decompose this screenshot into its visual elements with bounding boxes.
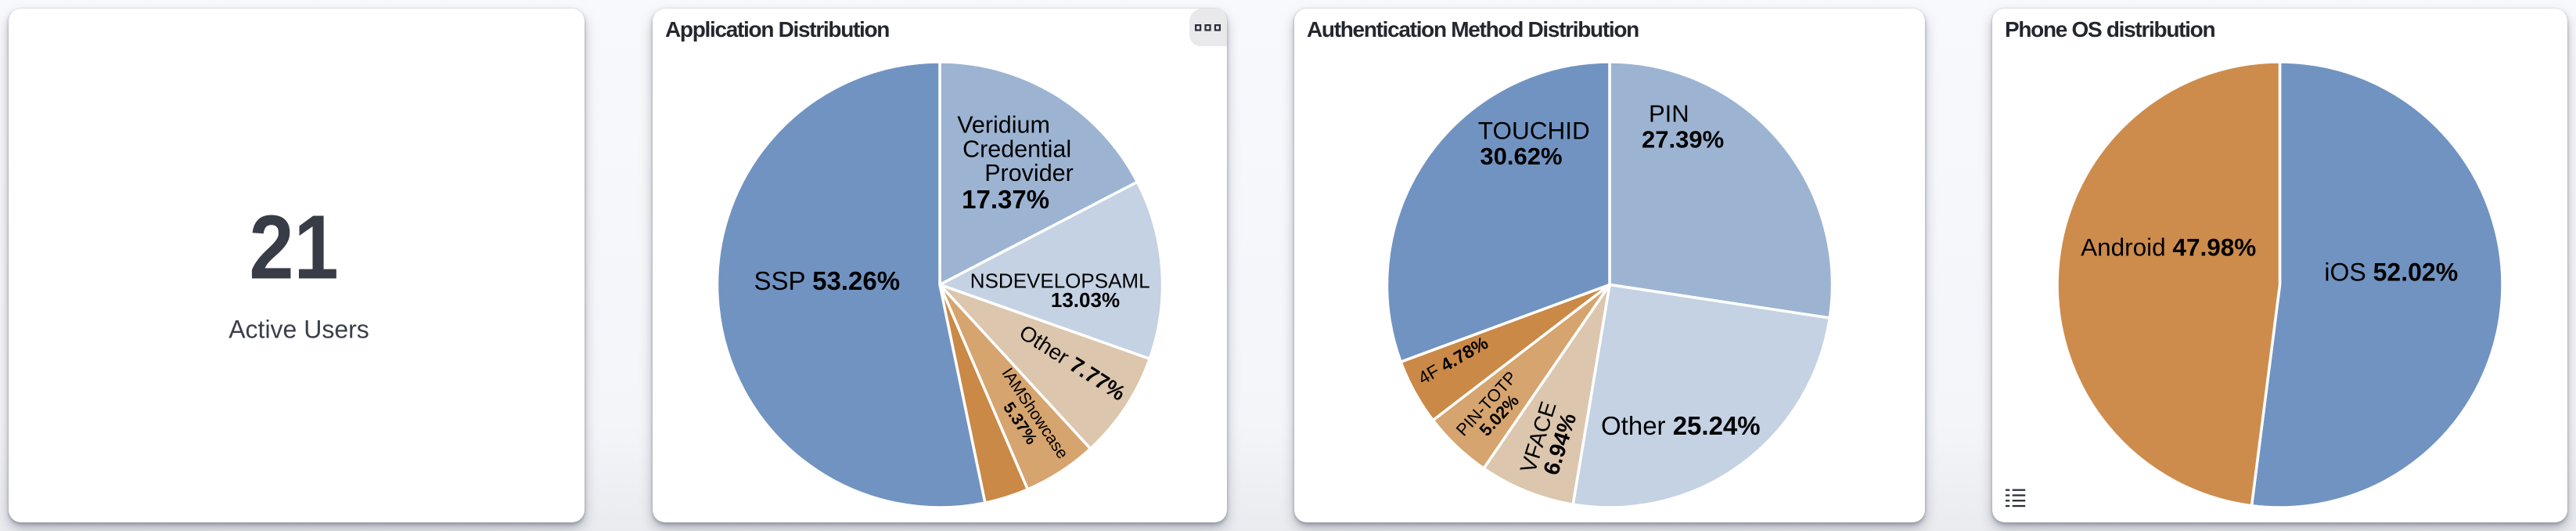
svg-text:SSP 53.26%: SSP 53.26% [754,266,901,295]
svg-text:21: 21 [249,197,338,298]
svg-text:Active Users: Active Users [228,316,369,344]
svg-text:Provider: Provider [984,160,1074,186]
svg-text:27.39%: 27.39% [1642,126,1724,154]
svg-text:Veridium: Veridium [957,112,1050,139]
svg-text:Android 47.98%: Android 47.98% [2081,233,2256,262]
svg-text:NSDEVELOPSAML: NSDEVELOPSAML [970,269,1150,293]
svg-text:30.62%: 30.62% [1480,143,1562,170]
svg-text:13.03%: 13.03% [1051,288,1120,312]
svg-text:Other 25.24%: Other 25.24% [1601,411,1761,440]
svg-text:17.37%: 17.37% [962,185,1049,214]
svg-text:Credential: Credential [962,136,1071,163]
svg-text:PIN: PIN [1649,100,1689,128]
svg-text:iOS 52.02%: iOS 52.02% [2324,258,2458,287]
svg-text:TOUCHID: TOUCHID [1478,117,1590,145]
